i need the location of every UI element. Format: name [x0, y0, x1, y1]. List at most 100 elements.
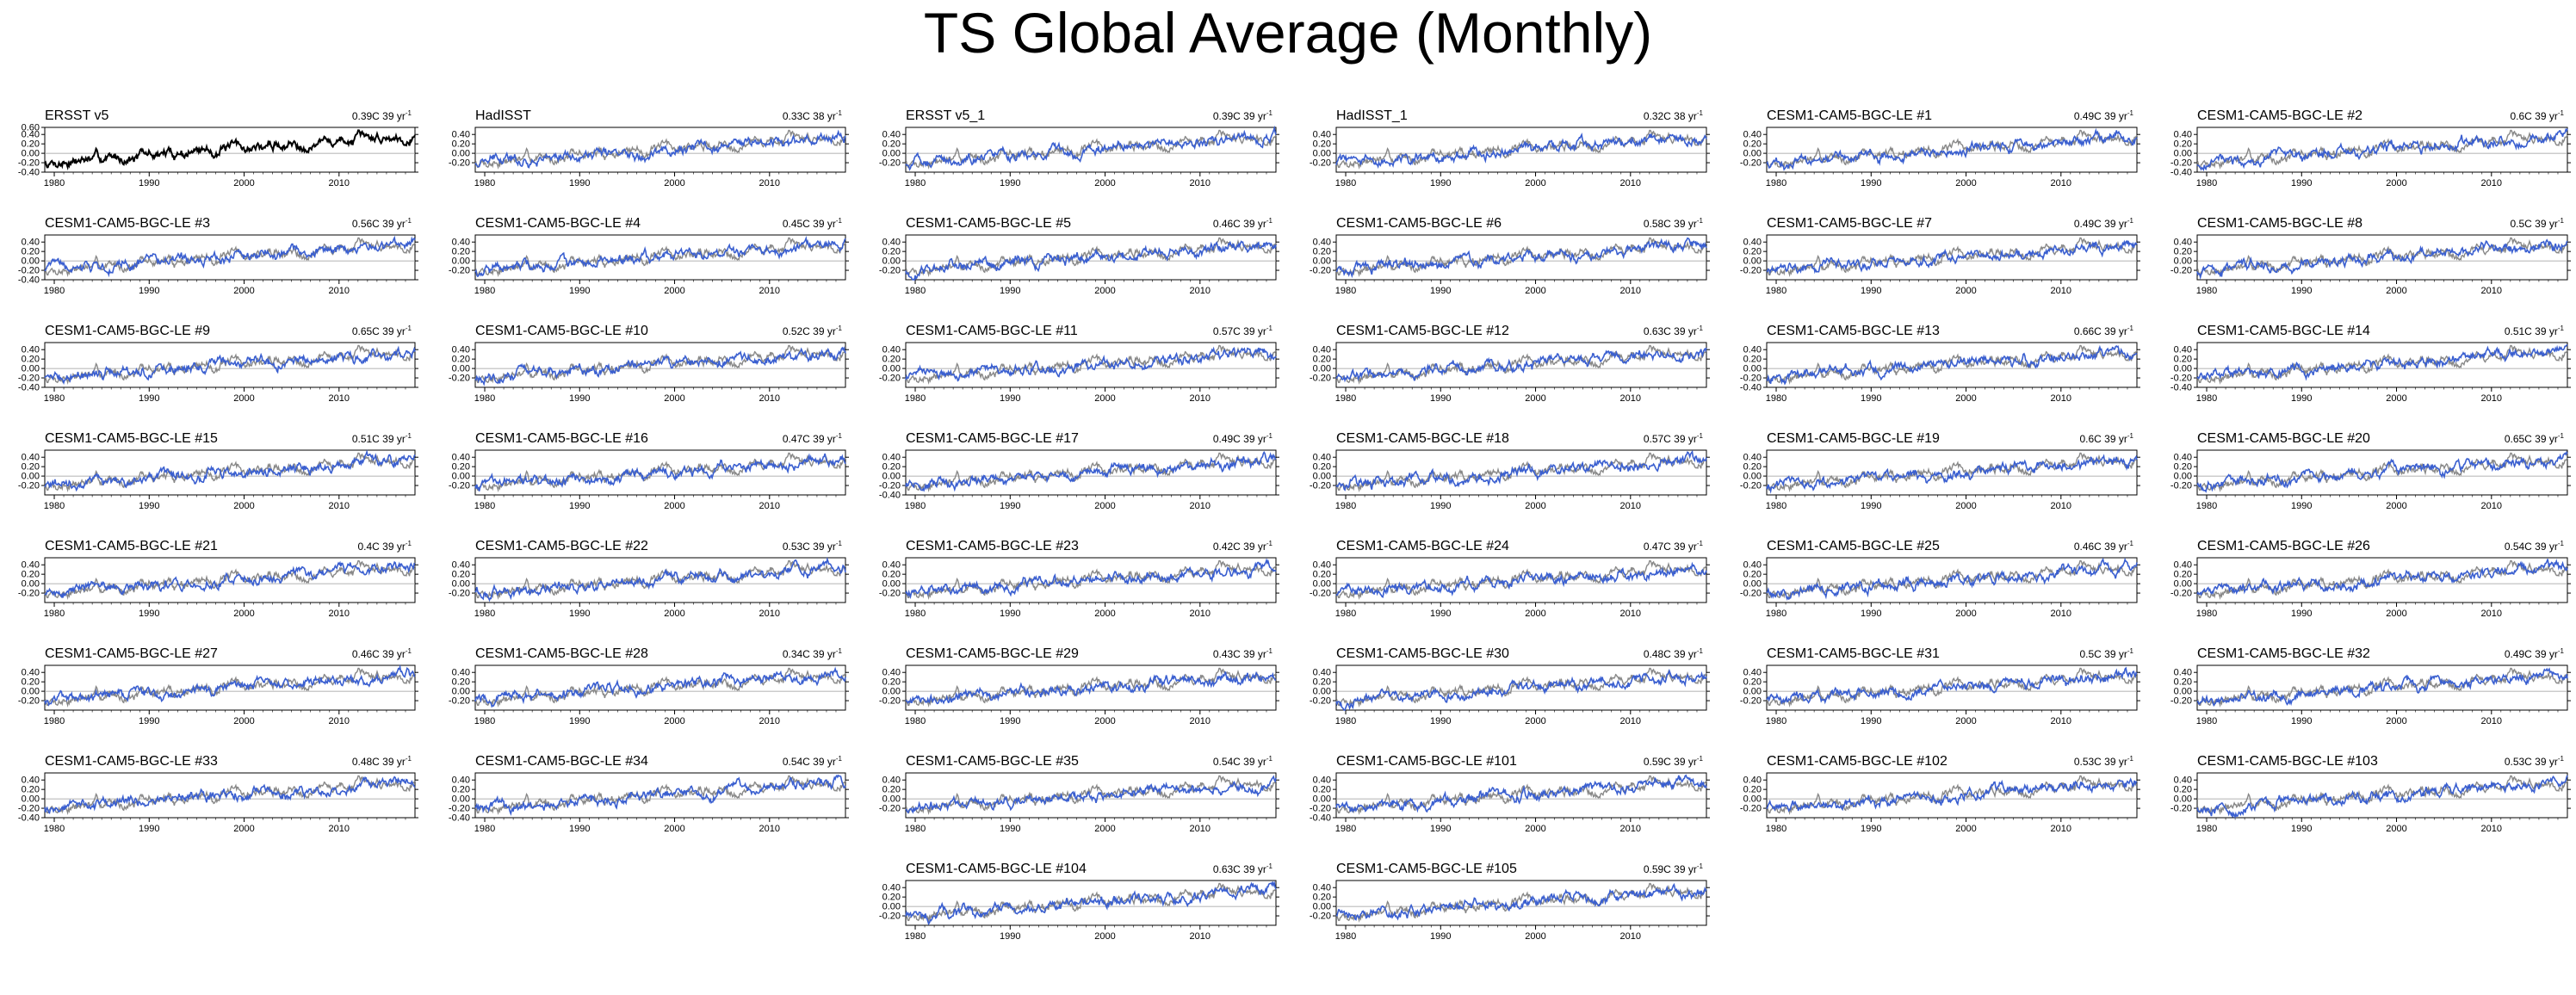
x-tick-label: 1990 — [2291, 393, 2312, 404]
x-tick-label: 1980 — [474, 178, 495, 188]
x-tick-label: 1990 — [1430, 178, 1451, 188]
y-tick-label: -0.20 — [18, 374, 40, 384]
x-tick-label: 1980 — [905, 609, 926, 619]
y-tick-label: 0.00 — [1743, 364, 1762, 374]
y-tick-label: -0.40 — [1740, 383, 1762, 393]
x-tick-label: 1990 — [2291, 178, 2312, 188]
y-tick-label: 0.40 — [1743, 238, 1762, 248]
y-tick-label: 0.40 — [1313, 453, 1331, 463]
y-tick-label: 0.20 — [882, 570, 901, 580]
y-tick-label: -0.20 — [18, 481, 40, 491]
panel: CESM1-CAM5-BGC-LE #15 0.51C 39 yr-10.400.… — [18, 431, 418, 511]
series-line — [1766, 344, 2138, 386]
y-tick-label: -0.40 — [879, 491, 901, 501]
panel-title: HadISST_1 — [1336, 108, 1408, 123]
plot-frame — [44, 127, 416, 173]
obs-series-line — [1335, 559, 1707, 600]
series-line — [474, 235, 846, 278]
plot-frame — [2196, 772, 2568, 819]
y-tick-label: 0.00 — [452, 472, 470, 482]
panel: CESM1-CAM5-BGC-LE #20 0.65C 39 yr-10.400.… — [2170, 431, 2571, 511]
y-tick-label: -0.20 — [2170, 374, 2192, 384]
series-line — [1335, 882, 1707, 921]
y-tick-label: 0.00 — [22, 579, 40, 590]
panel-title: CESM1-CAM5-BGC-LE #104 — [906, 862, 1087, 876]
y-tick-label: 0.40 — [882, 668, 901, 678]
y-tick-label: 0.40 — [1743, 130, 1762, 140]
x-tick-label: 1980 — [474, 716, 495, 726]
x-tick-label: 2000 — [2386, 716, 2406, 726]
obs-series-line — [905, 775, 1277, 815]
series-line — [1335, 668, 1707, 711]
x-tick-label: 2010 — [1620, 931, 1641, 942]
x-tick-label: 2000 — [1094, 393, 1115, 404]
x-tick-label: 2000 — [664, 716, 684, 726]
y-tick-label: -0.20 — [449, 804, 470, 814]
x-tick-label: 1980 — [474, 501, 495, 511]
x-tick-label: 1990 — [1861, 178, 1881, 188]
x-tick-label: 1990 — [139, 501, 159, 511]
y-tick-label: -0.20 — [18, 158, 40, 169]
y-tick-label: 0.00 — [1743, 472, 1762, 482]
panel: CESM1-CAM5-BGC-LE #14 0.51C 39 yr-10.400.… — [2170, 324, 2571, 404]
plot-frame — [905, 880, 1277, 926]
obs-series-line — [474, 775, 846, 815]
x-tick-label: 2010 — [759, 501, 780, 511]
series-line — [1766, 666, 2138, 705]
series-line — [1766, 127, 2138, 171]
x-tick-label: 2010 — [759, 716, 780, 726]
trend-label: 0.59C 39 yr-1 — [1644, 862, 1704, 875]
y-tick-label: 0.20 — [22, 570, 40, 580]
y-tick-label: -0.20 — [1310, 589, 1331, 599]
x-tick-label: 1990 — [1861, 501, 1881, 511]
x-tick-label: 1980 — [905, 716, 926, 726]
series-line — [44, 345, 416, 386]
x-tick-label: 1990 — [1861, 286, 1881, 296]
y-tick-label: -0.20 — [1740, 158, 1762, 169]
y-tick-label: 0.40 — [2174, 453, 2192, 463]
y-tick-label: -0.40 — [18, 275, 40, 286]
x-tick-label: 1990 — [569, 286, 590, 296]
y-tick-label: -0.20 — [2170, 589, 2192, 599]
y-tick-label: -0.20 — [1310, 266, 1331, 276]
y-tick-label: -0.20 — [879, 589, 901, 599]
trend-label: 0.63C 39 yr-1 — [1213, 862, 1273, 875]
y-tick-label: -0.20 — [879, 696, 901, 707]
trend-label: 0.49C 39 yr-1 — [2074, 109, 2134, 122]
y-tick-label: -0.20 — [2170, 804, 2192, 814]
plot-frame — [2196, 234, 2568, 281]
x-tick-label: 1980 — [1335, 609, 1356, 619]
panel-title: CESM1-CAM5-BGC-LE #3 — [45, 216, 210, 231]
x-tick-label: 2010 — [2051, 501, 2071, 511]
x-tick-label: 2010 — [759, 824, 780, 834]
y-tick-label: 0.20 — [1313, 139, 1331, 150]
panel: CESM1-CAM5-BGC-LE #102 0.53C 39 yr-10.400… — [1740, 754, 2140, 834]
series-line — [2196, 238, 2568, 281]
y-tick-label: 0.40 — [1313, 776, 1331, 786]
x-tick-label: 2010 — [1620, 824, 1641, 834]
panel-title: ERSST v5_1 — [906, 108, 985, 123]
y-tick-label: 0.40 — [22, 453, 40, 463]
panel: HadISST 0.33C 38 yr-1 0.400.200.00-0.20 198… — [449, 108, 849, 188]
y-tick-label: 0.20 — [1743, 677, 1762, 688]
plot-frame — [1335, 772, 1707, 819]
y-tick-label: 0.40 — [2174, 130, 2192, 140]
x-tick-label: 1990 — [1430, 824, 1451, 834]
panel: CESM1-CAM5-BGC-LE #35 0.54C 39 yr-10.400.… — [879, 754, 1279, 834]
x-tick-label: 1980 — [1335, 931, 1356, 942]
series-line — [905, 125, 1277, 171]
x-tick-label: 1990 — [1430, 286, 1451, 296]
y-tick-label: 0.20 — [2174, 247, 2192, 257]
panel: CESM1-CAM5-BGC-LE #12 0.63C 39 yr-10.400.… — [1310, 324, 1710, 404]
x-tick-label: 2010 — [2481, 716, 2502, 726]
y-tick-label: 0.00 — [2174, 364, 2192, 374]
y-tick-label: 0.20 — [2174, 139, 2192, 150]
y-tick-label: 0.00 — [882, 364, 901, 374]
y-tick-label: 0.40 — [882, 453, 901, 463]
obs-series-line — [44, 452, 416, 492]
obs-series-line — [44, 775, 416, 815]
y-tick-label: -0.20 — [1740, 374, 1762, 384]
plot-frame — [44, 772, 416, 819]
x-tick-label: 1980 — [2196, 716, 2217, 726]
